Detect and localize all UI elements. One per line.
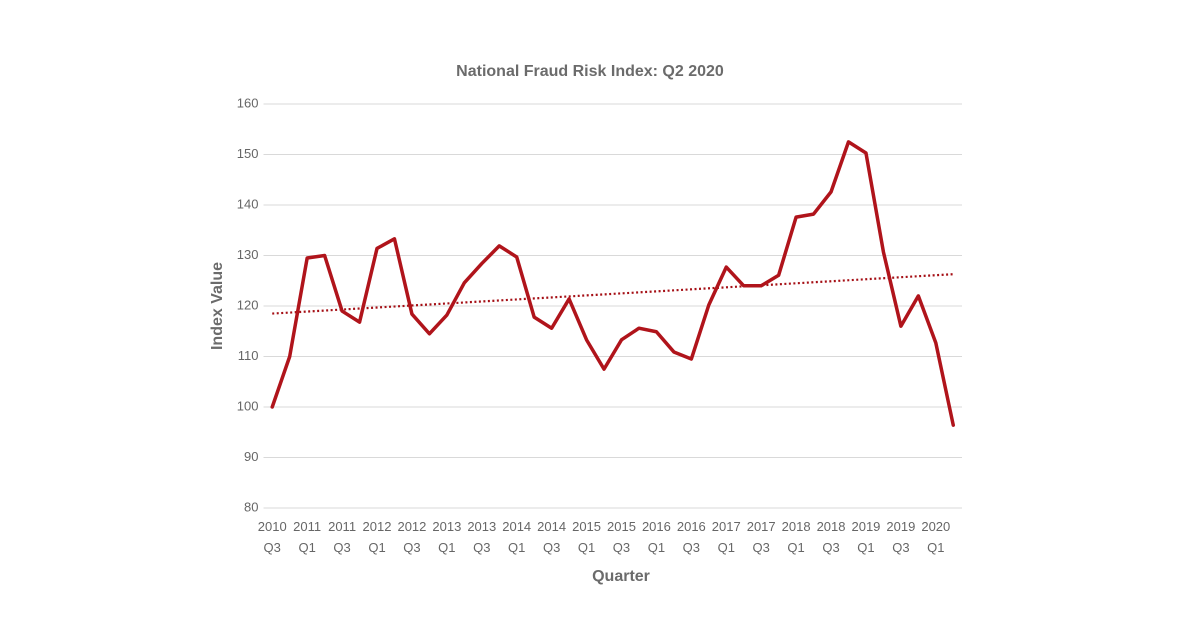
data-line (270, 140, 956, 427)
x-tick-label: 2012 Q3 (397, 519, 426, 555)
x-tick-label: 2016 Q1 (642, 519, 671, 555)
y-axis-title: Index Value (209, 262, 226, 350)
x-tick-label: 2015 Q1 (572, 519, 601, 555)
y-tick-label: 90 (244, 449, 258, 464)
x-tick-label: 2019 Q1 (851, 519, 880, 555)
x-tick-label: 2020 Q1 (921, 519, 950, 555)
y-tick-label: 160 (237, 95, 259, 110)
x-axis-title: Quarter (592, 568, 650, 585)
x-tick-label: 2013 Q3 (467, 519, 496, 555)
x-tick-label: 2016 Q3 (677, 519, 706, 555)
x-tick-label: 2012 Q1 (363, 519, 392, 555)
chart-title: National Fraud Risk Index: Q2 2020 (456, 63, 724, 80)
x-tick-label: 2018 Q1 (782, 519, 811, 555)
x-tick-label: 2013 Q1 (432, 519, 461, 555)
x-tick-label: 2017 Q1 (712, 519, 741, 555)
x-tick-label: 2011 Q3 (328, 519, 356, 555)
x-tick-label: 2014 Q1 (502, 519, 531, 555)
y-tick-label: 110 (238, 348, 259, 363)
y-tick-label: 120 (237, 297, 259, 312)
x-tick-label: 2019 Q3 (886, 519, 915, 555)
x-tick-label: 2017 Q3 (747, 519, 776, 555)
x-tick-label: 2015 Q3 (607, 519, 636, 555)
y-tick-label: 80 (244, 499, 258, 514)
trendline (272, 273, 954, 315)
y-tick-label: 130 (237, 247, 259, 262)
y-tick-label: 100 (237, 398, 259, 413)
y-tick-label: 150 (237, 146, 259, 161)
y-tick-label: 140 (237, 196, 259, 211)
x-tick-label: 2011 Q1 (293, 519, 321, 555)
x-tick-label: 2014 Q3 (537, 519, 566, 555)
x-tick-label: 2018 Q3 (817, 519, 846, 555)
x-tick-label: 2010 Q3 (258, 519, 287, 555)
